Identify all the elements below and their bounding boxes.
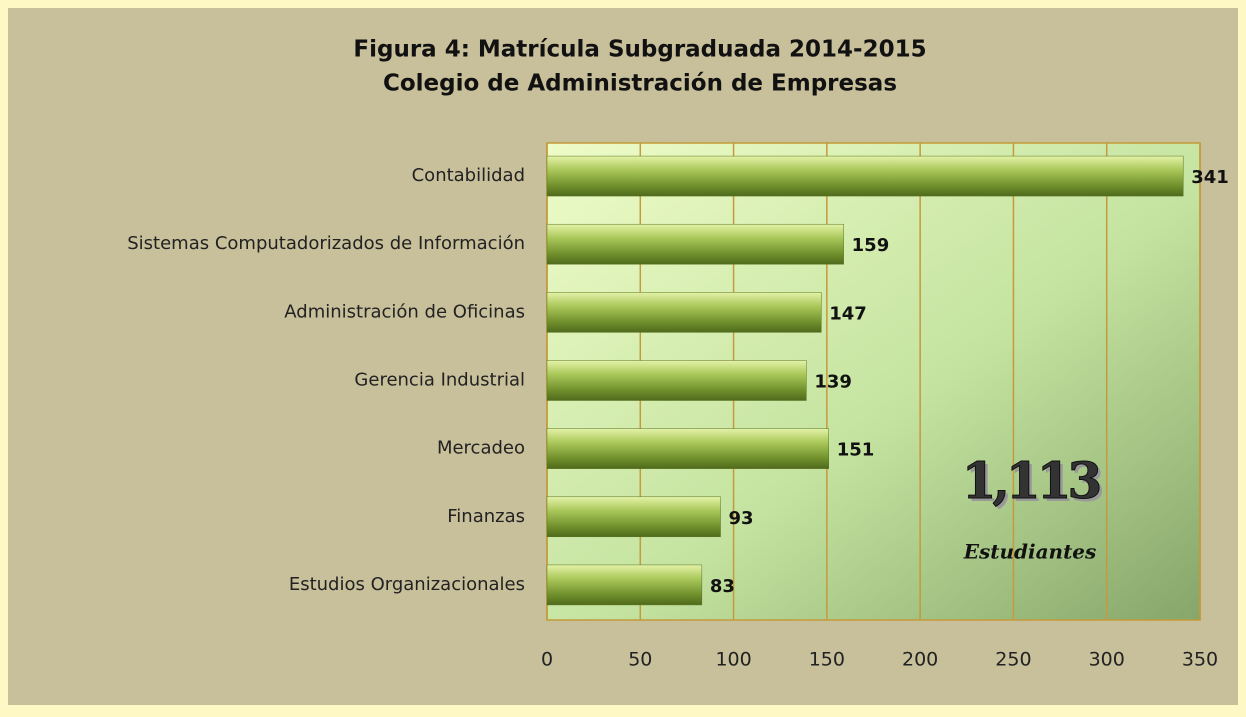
bar [546,155,1184,197]
bar [546,428,829,469]
value-label: 341 [1191,167,1229,188]
value-label: 139 [814,372,852,393]
annotation: 1,113 [962,451,1100,510]
value-label: 93 [729,508,754,529]
x-tick-label: 350 [1182,649,1218,671]
y-tick-label: Gerencia Industrial [354,370,525,391]
x-tick-label: 300 [1089,649,1125,671]
y-tick-label: Sistemas Computadorizados de Información [127,233,525,254]
x-tick-label: 200 [902,649,938,671]
bar [546,360,807,401]
annotation: Estudiantes [963,540,1097,564]
y-tick-label: Contabilidad [412,165,525,186]
chart-subtitle: Colegio de Administración de Empresas [383,71,897,97]
plot-layer: 0 50 100 150 200 250 300 350 Contabilidad 341 Sist… [127,143,1229,671]
y-tick-label: Administración de Oficinas [284,301,525,322]
annotation-shadow: 1,113 [965,454,1103,513]
bar [546,564,703,606]
value-label: 159 [852,235,890,256]
bar [546,223,844,265]
value-label: 147 [829,303,867,324]
y-tick-label: Estudios Organizacionales [289,574,525,595]
bar [546,496,721,538]
x-tick-label: 0 [541,649,553,671]
chart-title: Figura 4: Matrícula Subgraduada 2014-201… [353,37,926,63]
bar [546,292,822,333]
x-tick-label: 250 [995,649,1031,671]
x-tick-label: 50 [628,649,652,671]
x-tick-label: 150 [809,649,845,671]
y-tick-label: Mercadeo [437,438,525,459]
value-label: 151 [837,440,875,461]
value-label: 83 [710,576,735,597]
y-tick-label: Finanzas [447,506,525,527]
x-tick-label: 100 [715,649,751,671]
